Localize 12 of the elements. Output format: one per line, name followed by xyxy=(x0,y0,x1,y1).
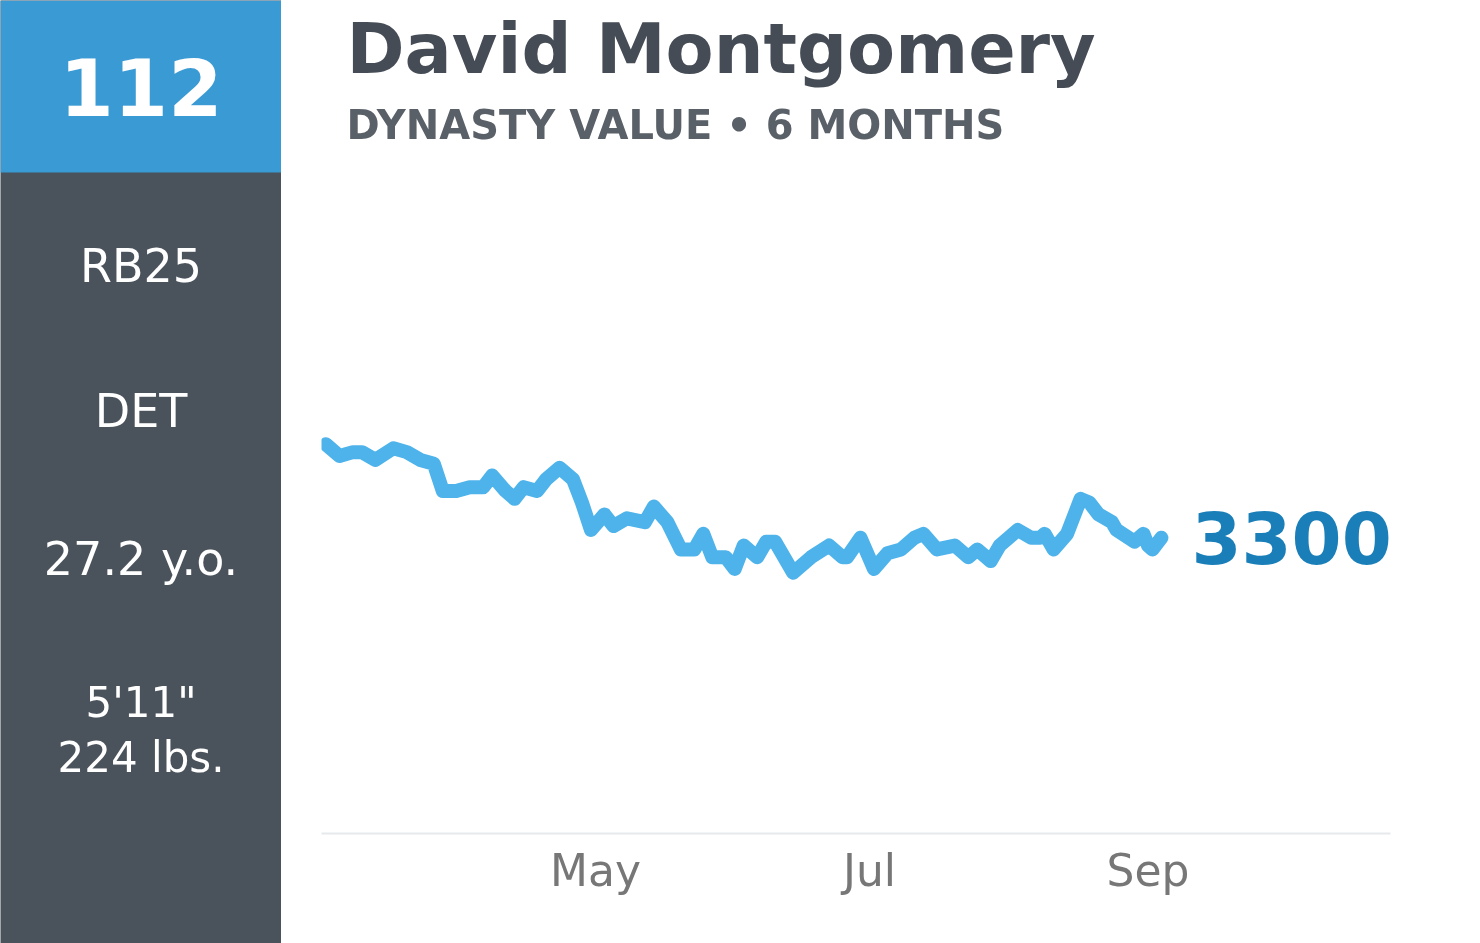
text: DET xyxy=(94,383,189,438)
text: 5'11" xyxy=(85,678,197,727)
chart-title: David Montgomery xyxy=(346,7,1096,90)
text: 224 lbs. xyxy=(57,733,225,782)
x-tick-label: Jul xyxy=(839,844,897,896)
annotation: 3300 xyxy=(1191,497,1392,582)
chart-subtitle: DYNASTY VALUE • 6 MONTHS xyxy=(346,101,1005,148)
text: RB25 xyxy=(79,238,203,293)
x-tick-label: Sep xyxy=(1106,844,1190,896)
text: 27.2 y.o. xyxy=(43,531,239,586)
x-tick-label: May xyxy=(550,844,641,896)
text: 112 xyxy=(59,43,223,134)
